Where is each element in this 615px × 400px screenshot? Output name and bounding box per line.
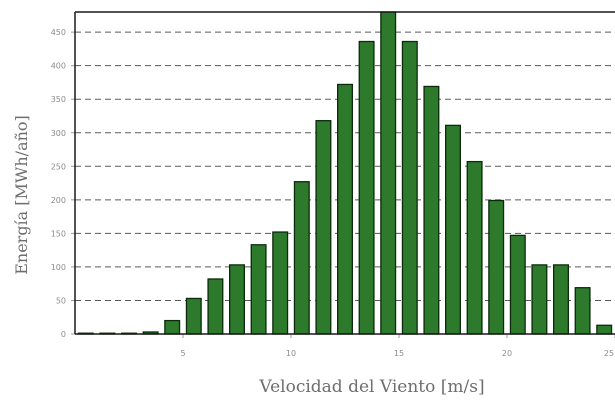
- bar-15: [380, 11, 397, 335]
- bar-11: [293, 181, 310, 335]
- x-tick-label: 20: [502, 349, 512, 358]
- bar-7: [207, 278, 224, 335]
- bar-20: [488, 199, 505, 335]
- x-tick-labels: 5 10 15 20 25: [180, 349, 614, 358]
- bar-24: [574, 287, 591, 335]
- y-axis-title: Energía [MWh/año]: [12, 115, 31, 275]
- x-tick-label: 15: [394, 349, 404, 358]
- y-tick-label: 300: [51, 129, 66, 138]
- bar-16: [401, 40, 418, 335]
- bar-23: [553, 264, 569, 335]
- y-tick-label: 0: [61, 330, 66, 339]
- y-tick-label: 200: [51, 196, 66, 205]
- bar-19: [466, 160, 483, 335]
- y-tick-label: 400: [51, 62, 66, 71]
- bar-13: [337, 83, 353, 335]
- y-tick-label: 150: [51, 229, 66, 238]
- x-axis-title: Velocidad del Viento [m/s]: [258, 377, 484, 397]
- x-tick-label: 5: [180, 349, 185, 358]
- y-tick-label: 450: [51, 28, 66, 37]
- y-tick-label: 250: [51, 162, 66, 171]
- x-tick-label: 25: [604, 349, 614, 358]
- bar-10: [272, 231, 289, 335]
- y-tick-label: 100: [51, 263, 66, 272]
- bar-21: [509, 234, 526, 335]
- bar-14: [358, 40, 375, 335]
- axes: [71, 11, 615, 338]
- y-tick-label: 50: [56, 296, 66, 305]
- bar-17: [423, 85, 440, 335]
- bars: [77, 11, 613, 335]
- x-tick-label: 10: [286, 349, 296, 358]
- bar-25: [596, 324, 613, 335]
- bar-5: [164, 319, 181, 335]
- bar-9: [250, 244, 267, 335]
- bar-12: [315, 120, 332, 335]
- bar-8: [229, 264, 245, 335]
- y-tick-labels: 0 50 100 150 200 250 300 350 400 450: [51, 28, 66, 339]
- bar-22: [531, 264, 548, 335]
- bar-18: [445, 124, 461, 335]
- y-tick-label: 350: [51, 95, 66, 104]
- bar-6: [185, 297, 202, 335]
